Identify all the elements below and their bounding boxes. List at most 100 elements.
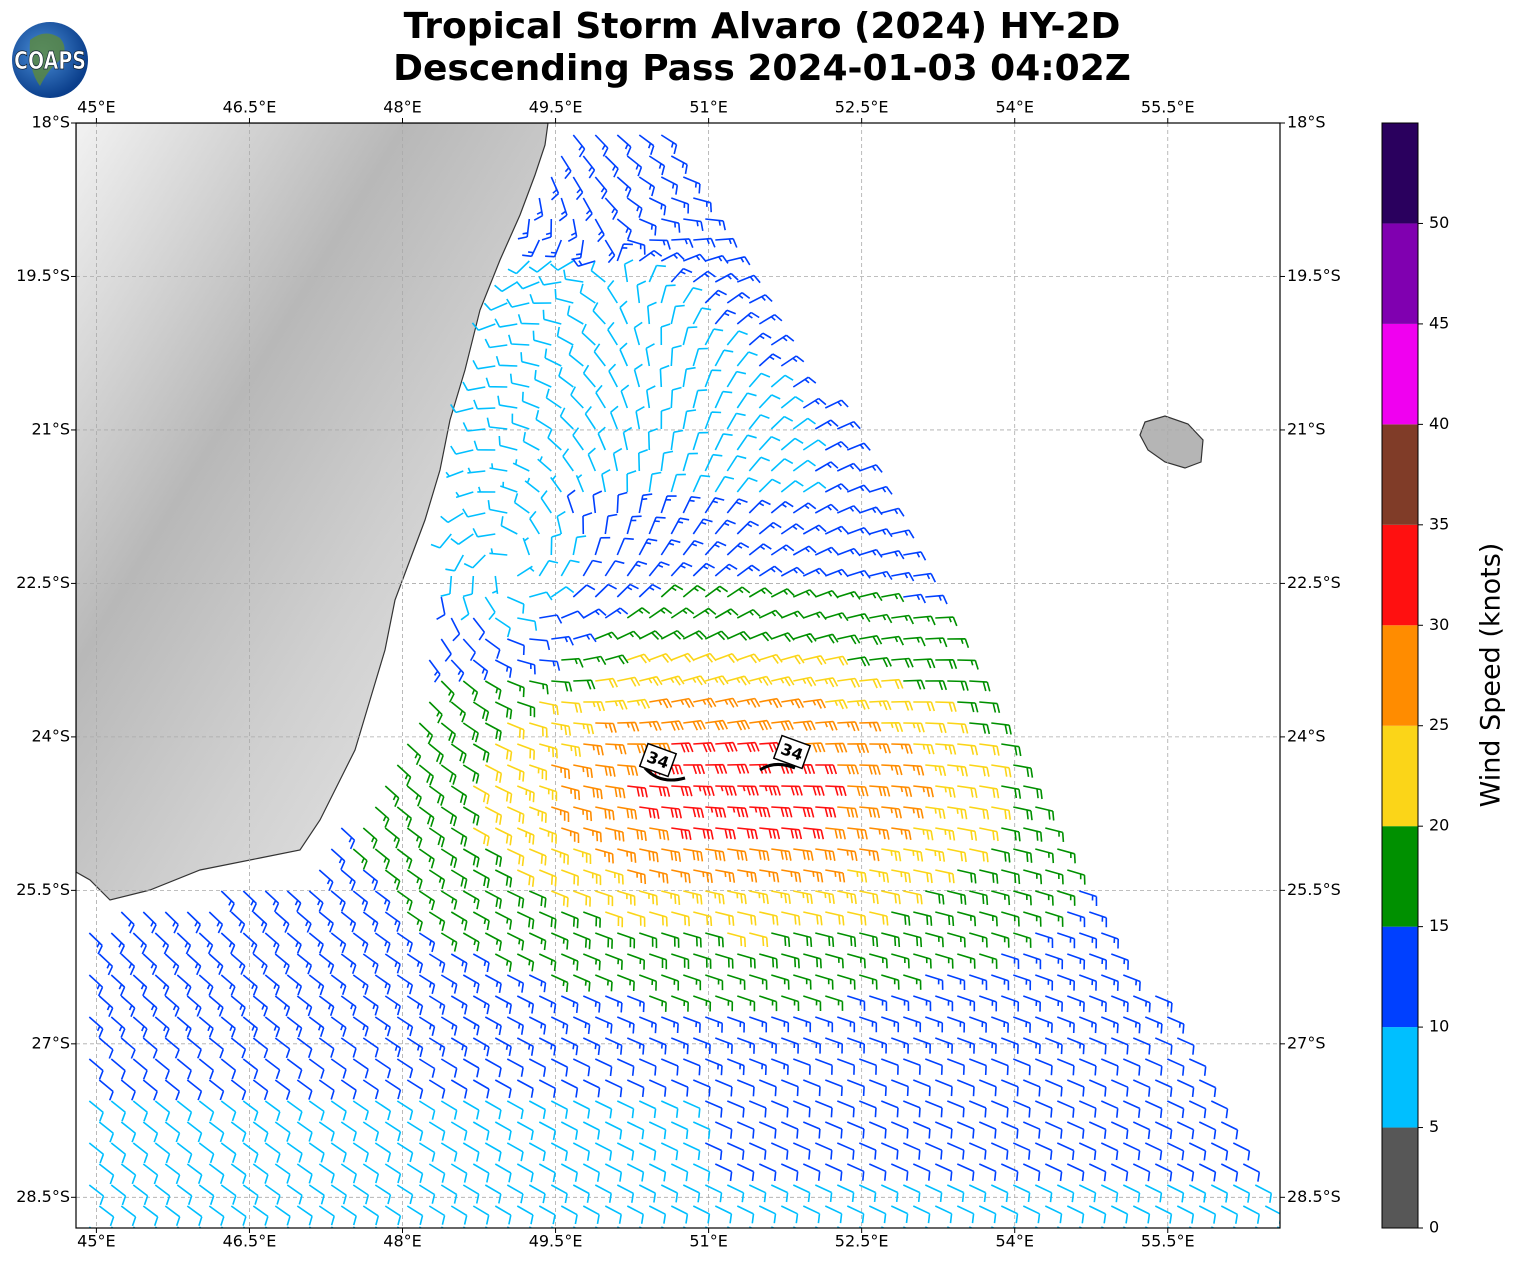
- wind-barb: [660, 176, 679, 195]
- wind-barb: [815, 848, 836, 861]
- wind-barb: [528, 1100, 546, 1120]
- wind-barb: [506, 722, 525, 740]
- wind-barb: [704, 630, 729, 641]
- wind-barb: [626, 1205, 644, 1224]
- wind-barb: [633, 321, 643, 346]
- wind-barb: [903, 806, 924, 819]
- wind-barb: [517, 617, 538, 631]
- wind-barb: [582, 1037, 601, 1056]
- wind-barb: [792, 589, 817, 598]
- wind-barb: [612, 447, 623, 472]
- wind-barb: [1034, 1226, 1040, 1228]
- wind-barb: [374, 1058, 392, 1079]
- wind-barb: [726, 412, 746, 430]
- wind-barb: [705, 254, 729, 264]
- wind-barb: [859, 890, 879, 905]
- wind-barb: [274, 1037, 291, 1059]
- wind-barb: [758, 609, 783, 619]
- wind-barb: [859, 548, 883, 558]
- wind-barb: [683, 675, 707, 686]
- wind-barb: [462, 932, 480, 952]
- wind-barb: [846, 1205, 865, 1224]
- wind-barb: [607, 321, 618, 346]
- wind-barb: [880, 1142, 899, 1160]
- wind-barb: [626, 1163, 645, 1182]
- wind-barb: [406, 869, 423, 890]
- wind-barb: [837, 890, 857, 905]
- wind-barb: [440, 722, 457, 744]
- wind-barb: [749, 806, 771, 818]
- wind-barb: [506, 1100, 524, 1120]
- wind-barb: [1198, 1163, 1217, 1182]
- wind-barb: [683, 1016, 701, 1033]
- wind-barb: [450, 659, 465, 682]
- wind-barb: [705, 218, 726, 231]
- wind-barb: [815, 720, 838, 731]
- wind-barb: [836, 462, 861, 472]
- wind-barb: [737, 697, 761, 708]
- wind-barb: [462, 1184, 480, 1204]
- x-tick-label: 54°E: [995, 98, 1033, 117]
- wind-barb: [1057, 974, 1075, 991]
- wind-barb: [837, 1016, 856, 1033]
- wind-barb: [120, 1037, 136, 1059]
- wind-barb: [418, 890, 436, 911]
- wind-barb: [670, 344, 682, 367]
- wind-barb: [1023, 911, 1042, 927]
- wind-barb: [497, 395, 518, 409]
- wind-barb: [648, 471, 662, 493]
- wind-barb: [318, 953, 335, 975]
- wind-barb: [436, 596, 446, 620]
- wind-barb: [594, 218, 605, 243]
- wind-barb: [1110, 1121, 1129, 1139]
- wind-barb: [590, 261, 606, 283]
- wind-barb: [749, 890, 769, 905]
- wind-barb: [374, 890, 391, 912]
- wind-barb: [969, 848, 989, 863]
- wind-barb: [494, 617, 511, 638]
- wind-barb: [693, 197, 712, 213]
- wind-barb: [529, 722, 548, 738]
- wind-barb: [770, 500, 794, 514]
- wind-barb: [550, 586, 575, 598]
- wind-barb: [1101, 932, 1119, 949]
- wind-barb: [771, 1058, 789, 1075]
- wind-barb: [1176, 1121, 1195, 1140]
- wind-barb: [1198, 1205, 1217, 1224]
- wind-barb: [242, 974, 258, 996]
- wind-barb: [903, 593, 927, 604]
- wind-barb: [308, 1142, 325, 1163]
- wind-barb: [428, 1163, 446, 1183]
- wind-barb: [572, 1100, 591, 1119]
- wind-barb: [913, 995, 932, 1012]
- wind-barb: [881, 932, 901, 948]
- wind-barb: [308, 1016, 325, 1038]
- wind-barb: [891, 995, 910, 1012]
- wind-barb: [506, 1058, 524, 1077]
- wind-barb: [1154, 1163, 1173, 1182]
- wind-barb: [991, 848, 1011, 863]
- wind-barb: [506, 596, 525, 614]
- wind-barb: [604, 607, 629, 619]
- wind-barb: [572, 1184, 590, 1203]
- wind-barb: [660, 450, 674, 472]
- wind-barb: [1067, 911, 1086, 928]
- x-tick-label: 45°E: [77, 1232, 115, 1251]
- wind-barb: [582, 1079, 601, 1098]
- wind-barb: [771, 676, 795, 687]
- wind-barb: [626, 607, 651, 619]
- wind-barb: [726, 498, 748, 514]
- wind-barb: [462, 381, 486, 392]
- y-tick-label: 21°S: [31, 419, 70, 438]
- wind-barb: [617, 890, 636, 906]
- wind-barb: [814, 1142, 833, 1160]
- wind-barb: [220, 890, 235, 913]
- wind-barb: [748, 414, 770, 430]
- wind-barb: [362, 1205, 380, 1226]
- wind-barb: [626, 197, 643, 218]
- wind-barb: [561, 869, 579, 886]
- wind-barb: [230, 1037, 247, 1059]
- wind-barb: [670, 517, 690, 535]
- wind-barb: [1001, 785, 1022, 799]
- wind-barb: [573, 932, 591, 950]
